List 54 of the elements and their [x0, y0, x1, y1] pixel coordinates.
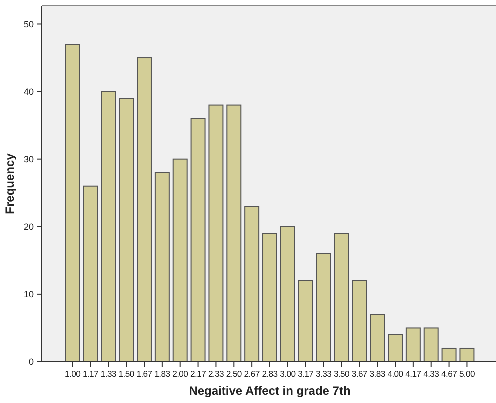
- x-tick-label: 1.33: [100, 369, 117, 379]
- x-tick-label: 3.67: [352, 369, 368, 379]
- y-tick-label: 50: [24, 19, 34, 30]
- x-tick-label: 2.83: [262, 369, 278, 379]
- bar: [262, 233, 278, 362]
- x-tick-label: 2.33: [208, 369, 224, 379]
- bar: [137, 58, 152, 362]
- bar: [460, 348, 475, 362]
- bar: [244, 206, 260, 362]
- x-tick-label: 3.83: [370, 369, 386, 379]
- x-axis-title: Negaitive Affect in grade 7th: [189, 384, 351, 398]
- x-tick-label: 2.00: [172, 369, 189, 379]
- x-tick-label: 4.67: [442, 369, 458, 379]
- bar: [442, 348, 457, 362]
- x-tick-label: 4.00: [388, 369, 404, 379]
- x-tick-label: 1.00: [65, 369, 82, 379]
- bar: [298, 280, 314, 362]
- x-tick-label: 5.00: [459, 369, 476, 379]
- y-tick-label: 10: [24, 290, 34, 300]
- x-tick-label: 1.50: [118, 369, 135, 379]
- bar: [190, 118, 206, 362]
- x-tick-label: 3.33: [316, 369, 332, 379]
- bar: [424, 328, 439, 362]
- bar: [352, 280, 368, 362]
- y-axis-title: Frequency: [3, 153, 17, 214]
- x-tick-label: 1.17: [82, 369, 99, 379]
- bar: [119, 98, 134, 362]
- bar: [226, 104, 242, 362]
- bar: [334, 233, 350, 362]
- y-tick-label: 20: [24, 222, 34, 232]
- x-tick-label: 4.17: [406, 369, 422, 379]
- bar: [316, 253, 332, 362]
- y-tick-label: 40: [24, 86, 34, 97]
- bar: [208, 104, 224, 362]
- bar: [101, 91, 116, 362]
- x-tick-label: 2.50: [226, 369, 242, 379]
- y-tick-label: 30: [24, 154, 34, 164]
- bar: [154, 172, 170, 362]
- bar: [83, 186, 98, 362]
- x-tick-label: 2.67: [244, 369, 260, 379]
- bar: [172, 158, 188, 362]
- bar: [65, 44, 80, 362]
- bar: [388, 334, 403, 362]
- x-tick-label: 1.67: [136, 369, 153, 379]
- x-tick-label: 2.17: [190, 369, 207, 379]
- x-tick-label: 3.00: [280, 369, 296, 379]
- bar: [406, 328, 421, 362]
- x-tick-label: 3.17: [298, 369, 314, 379]
- bar: [280, 226, 296, 362]
- x-tick-label: 1.83: [154, 369, 171, 379]
- x-tick-label: 4.33: [424, 369, 440, 379]
- y-tick-label: 0: [28, 357, 34, 368]
- bar: [370, 314, 386, 362]
- x-tick-label: 3.50: [334, 369, 350, 379]
